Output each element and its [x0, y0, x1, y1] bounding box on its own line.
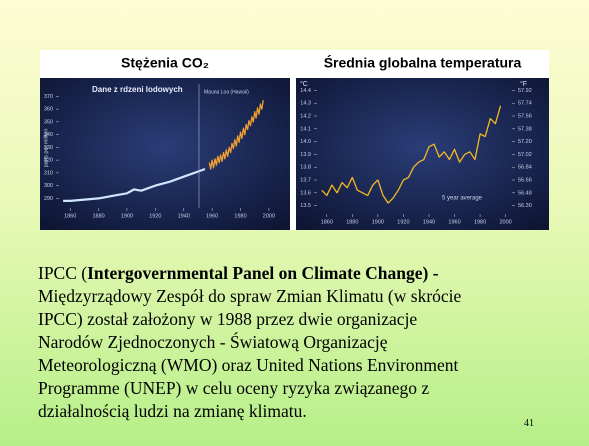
y2-label: °F	[520, 80, 527, 88]
y2-tick-label: 56.84	[518, 165, 532, 171]
body-text: IPCC (Intergovernmental Panel on Climate…	[38, 262, 461, 423]
y-tick-label: 360	[44, 107, 53, 113]
y-tick-label: 330	[44, 145, 53, 151]
text-line: Międzyrządowy Zespół do spraw Zmian Klim…	[38, 286, 462, 306]
x-tick-label: 1980	[474, 219, 486, 225]
x-tick-label: 1920	[149, 213, 161, 219]
y-tick-label: 13.7	[300, 177, 311, 183]
y2-tick-label: 57.02	[518, 152, 532, 158]
y-tick-label: 14.0	[300, 139, 311, 145]
x-tick-label: 1900	[121, 213, 133, 219]
charts: Stężenia CO₂ 290 300 310 320 330 340 350 360 370 p…	[40, 53, 549, 230]
y-tick-label: 320	[44, 158, 53, 164]
data-line	[63, 167, 206, 202]
y-tick-label: 13.9	[300, 152, 311, 158]
y2-tick-label: 57.38	[518, 126, 532, 132]
y2-tick-label: 56.48	[518, 190, 532, 196]
y-tick-label: 340	[44, 132, 53, 138]
y-tick-label: 14.1	[300, 126, 311, 132]
page-number: 41	[524, 418, 534, 429]
x-tick-label: 1960	[448, 219, 460, 225]
x-tick-label: 1940	[423, 219, 435, 225]
data-line	[321, 105, 502, 204]
x-tick-label: 2000	[263, 213, 275, 219]
chart-title: Stężenia CO₂	[121, 55, 209, 71]
text-prefix: IPCC (	[38, 263, 88, 283]
plot-background	[40, 78, 290, 230]
x-tick-label: 1920	[397, 219, 409, 225]
annotation: Mauna Loa (Hawaii)	[204, 89, 249, 95]
y-label: °C	[300, 80, 308, 88]
y2-tick-label: 56.66	[518, 177, 532, 183]
y-tick-label: 310	[44, 170, 53, 176]
y-tick-label: 13.6	[300, 190, 311, 196]
text-bold: Intergovernmental Panel on Climate Chang…	[87, 263, 439, 283]
x-tick-label: 1860	[64, 213, 76, 219]
y-tick-label: 290	[44, 196, 53, 202]
chart-title: Średnia globalna temperatura	[324, 54, 522, 71]
y-label: parts per million	[43, 129, 49, 168]
x-tick-label: 2000	[499, 219, 511, 225]
x-tick-label: 1960	[206, 213, 218, 219]
y-tick-label: 13.8	[300, 165, 311, 171]
x-tick-label: 1980	[234, 213, 246, 219]
x-tick-label: 1880	[92, 213, 104, 219]
text-line: Narodów Zjednoczonych - Światową Organiz…	[38, 332, 388, 352]
y2-tick-label: 57.92	[518, 88, 532, 94]
x-tick-label: 1900	[372, 219, 384, 225]
annotation: 5 year average	[442, 196, 483, 202]
x-tick-label: 1940	[178, 213, 190, 219]
plot-background	[296, 78, 549, 230]
text-line: Programme (UNEP) w celu oceny ryzyka zwi…	[38, 378, 430, 398]
text-line: Meteorologiczną (WMO) oraz United Nation…	[38, 355, 459, 375]
y-tick-label: 13.5	[300, 203, 311, 209]
y-tick-label: 350	[44, 119, 53, 125]
y2-tick-label: 57.56	[518, 113, 532, 119]
y-tick-label: 370	[44, 94, 53, 100]
y-tick-label: 14.3	[300, 101, 311, 107]
annotation: Dane z rdzeni lodowych	[92, 85, 183, 94]
y2-tick-label: 57.20	[518, 139, 532, 145]
text-line: IPCC (Intergovernmental Panel on Climate…	[38, 262, 461, 285]
y2-tick-label: 57.74	[518, 101, 532, 107]
x-tick-label: 1880	[346, 219, 358, 225]
y-tick-label: 14.2	[300, 113, 311, 119]
text-line: działalnością ludzi na zmianę klimatu.	[38, 401, 307, 421]
y2-tick-label: 56.30	[518, 203, 532, 209]
x-tick-label: 1860	[321, 219, 333, 225]
data-line	[208, 100, 264, 170]
y-tick-label: 14.4	[300, 88, 311, 94]
text-line: IPCC) został założony w 1988 przez dwie …	[38, 309, 418, 329]
y-tick-label: 300	[44, 183, 53, 189]
